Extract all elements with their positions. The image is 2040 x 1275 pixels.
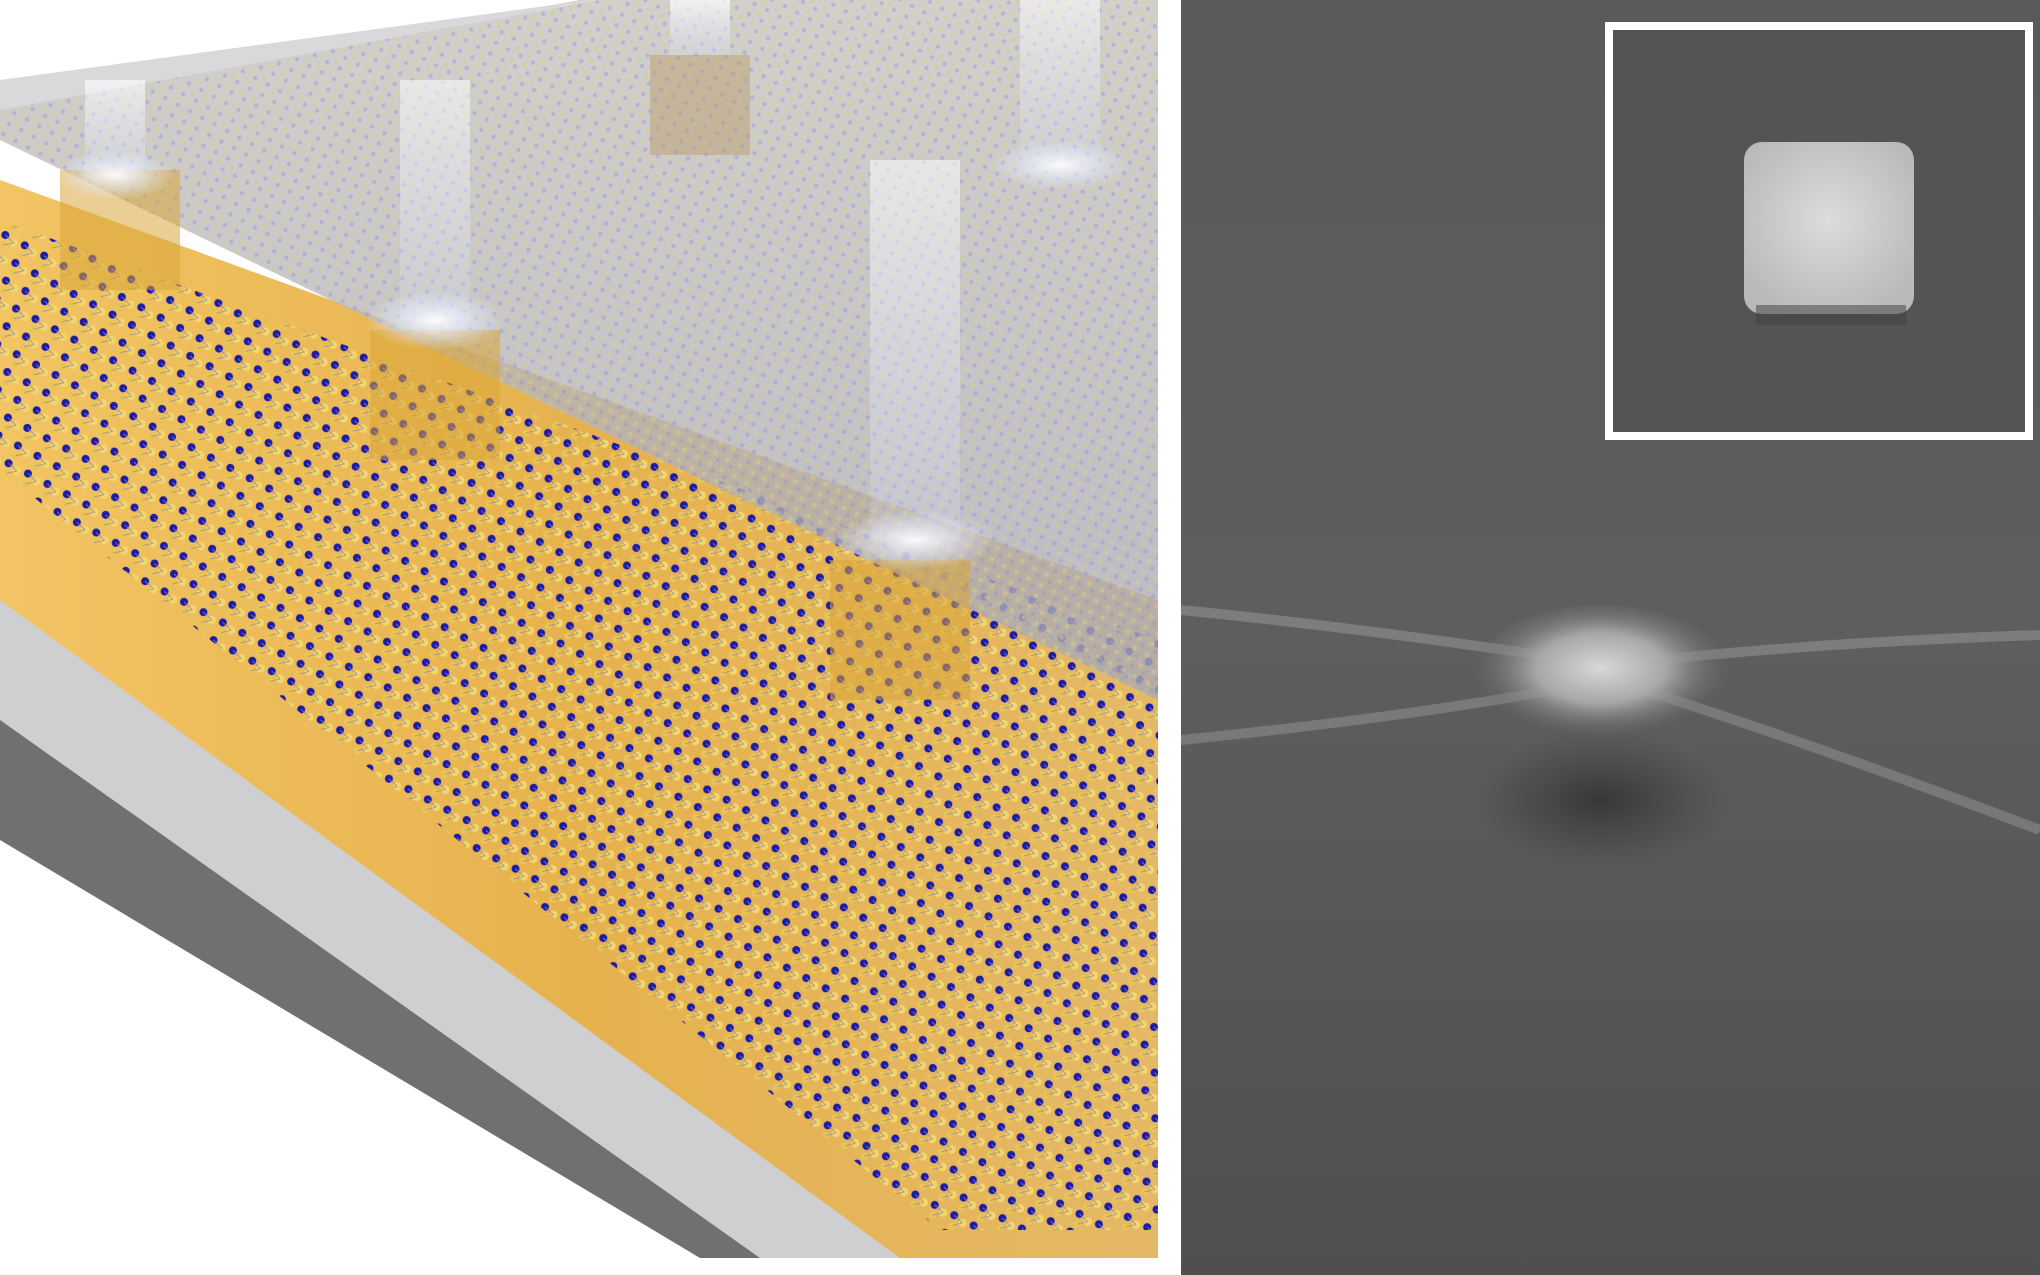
illustration-panel: [0, 0, 1158, 1258]
cavity-3: [830, 560, 970, 700]
inset: [1605, 22, 2033, 440]
glow-1: [55, 150, 175, 200]
cavity-4: [650, 55, 750, 155]
illustration-svg: [0, 0, 1158, 1258]
light-beam-5: [1020, 0, 1100, 160]
glow-3: [835, 510, 995, 570]
light-beam-3: [870, 160, 960, 540]
square-pillar: [1744, 142, 1914, 314]
glow-4: [990, 140, 1130, 190]
sem-svg: [1181, 0, 2040, 1275]
bump-shadow: [1471, 730, 1731, 870]
light-beam-4: [670, 0, 730, 55]
cavity-2: [370, 330, 500, 460]
top-slab-edge: [0, 0, 600, 110]
pillar-shadow: [1756, 305, 1906, 325]
dome-bump: [1471, 605, 1731, 745]
atomic-lattice: [0, 220, 1158, 1230]
glow-2: [365, 290, 505, 350]
light-beam-2: [400, 80, 470, 320]
sem-micrograph-panel: [1181, 0, 2040, 1275]
